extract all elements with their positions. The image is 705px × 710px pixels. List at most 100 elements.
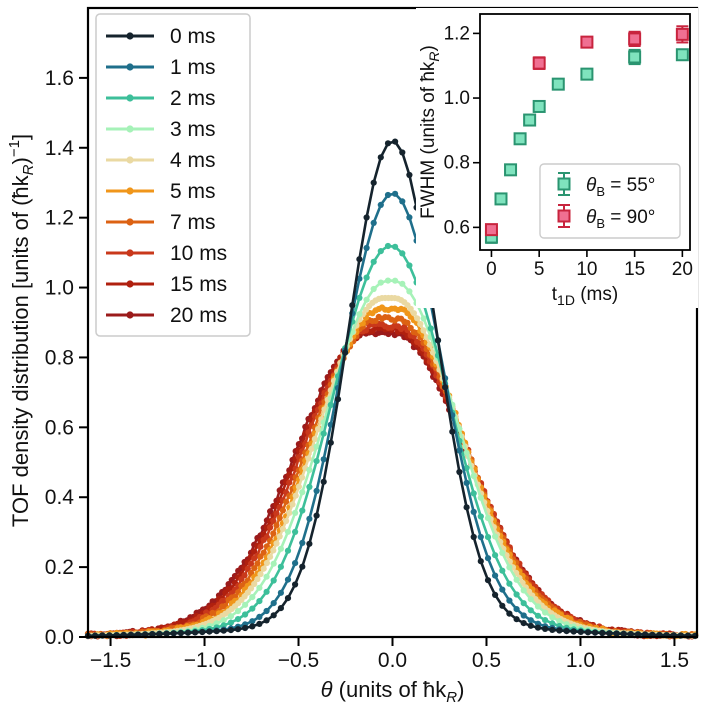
data-point (249, 594, 256, 601)
data-point (392, 138, 399, 145)
main-y-axis-label: TOF density distribution [units of (ħkR)… (6, 134, 37, 527)
data-point (320, 430, 327, 437)
data-point (254, 560, 261, 567)
data-point (327, 439, 334, 446)
square-marker (494, 192, 508, 206)
data-point (292, 581, 299, 588)
data-point (506, 610, 513, 617)
data-point (420, 315, 427, 322)
data-point (534, 603, 542, 610)
data-point (484, 534, 492, 541)
data-point (256, 598, 263, 605)
data-point (549, 620, 556, 627)
data-point (263, 588, 270, 595)
data-point (363, 244, 370, 252)
data-point (305, 455, 312, 462)
data-point (199, 628, 206, 636)
data-point (449, 428, 456, 435)
data-point (244, 589, 251, 596)
data-point (251, 580, 258, 588)
main-x-axis-label: θ (units of ħkR) (321, 677, 465, 705)
data-point (499, 567, 506, 574)
legend-marker (126, 94, 134, 102)
inset-legend-label: θB = 55° (586, 175, 655, 199)
inset-data-point (494, 192, 508, 206)
data-point (384, 140, 392, 147)
data-point (520, 587, 527, 594)
data-point (299, 507, 306, 514)
inset-data-point (532, 56, 546, 70)
square-marker (532, 99, 546, 113)
legend-square-marker (557, 209, 571, 223)
legend-entry: 7 ms (106, 211, 216, 234)
series-0-ms (84, 138, 699, 639)
y-tick-label: 1.2 (45, 207, 74, 230)
legend-entry: 1 ms (106, 56, 216, 79)
data-point (406, 214, 413, 221)
inset-x-tick-label: 10 (576, 259, 597, 280)
inset-series-55deg (484, 48, 689, 244)
data-point (499, 602, 506, 609)
data-point (213, 628, 220, 635)
data-point (534, 612, 542, 619)
data-point (156, 630, 163, 638)
data-point (370, 285, 377, 293)
inset-x-tick-label: 20 (672, 259, 693, 280)
inset-legend-label: θB = 90° (586, 207, 655, 231)
square-marker (523, 113, 537, 127)
data-point (308, 445, 315, 452)
y-tick-label: 0.8 (45, 346, 74, 369)
inset-y-axis-label: FWHM (units of ħkR) (418, 45, 442, 219)
data-point (306, 483, 313, 490)
data-point (417, 320, 424, 328)
data-point (506, 580, 513, 587)
data-point (456, 468, 463, 476)
data-point (406, 288, 413, 295)
data-point (254, 576, 261, 583)
data-point (284, 576, 292, 583)
square-marker (628, 50, 642, 64)
inset-data-point (675, 48, 689, 62)
inset-data-point (675, 25, 689, 44)
legend-entry: 20 ms (106, 304, 227, 327)
data-point (399, 280, 406, 287)
data-point (263, 607, 270, 615)
square-marker (551, 77, 565, 91)
data-point (392, 243, 399, 250)
data-point (149, 631, 156, 638)
x-label-text: (units of ħk (333, 677, 448, 702)
data-point (270, 547, 277, 554)
data-point (251, 565, 258, 572)
data-point (227, 619, 234, 626)
inset-x-tick-label: 15 (624, 259, 645, 280)
data-point (377, 248, 384, 255)
data-point (313, 443, 320, 450)
data-point (184, 629, 192, 636)
data-point (270, 612, 277, 619)
inset-legend-box (539, 163, 681, 239)
data-point (267, 524, 274, 531)
data-point (270, 517, 277, 525)
data-point (414, 315, 421, 322)
data-point (356, 311, 363, 318)
data-point (286, 509, 293, 516)
data-point (370, 219, 377, 226)
legend-label: 4 ms (170, 149, 216, 172)
data-point (484, 515, 492, 522)
data-point (284, 547, 292, 554)
legend-entry: 2 ms (106, 87, 216, 110)
data-point (599, 629, 606, 637)
data-point (206, 628, 213, 635)
data-point (442, 384, 449, 391)
legend-box (95, 13, 251, 337)
data-point (279, 525, 286, 533)
legend-label: 7 ms (170, 211, 216, 234)
legend-label: 1 ms (170, 56, 216, 79)
data-point (247, 560, 255, 567)
data-point (249, 618, 256, 625)
data-point (270, 577, 277, 584)
data-point (277, 605, 284, 612)
data-point (313, 458, 320, 465)
data-point (499, 586, 506, 593)
